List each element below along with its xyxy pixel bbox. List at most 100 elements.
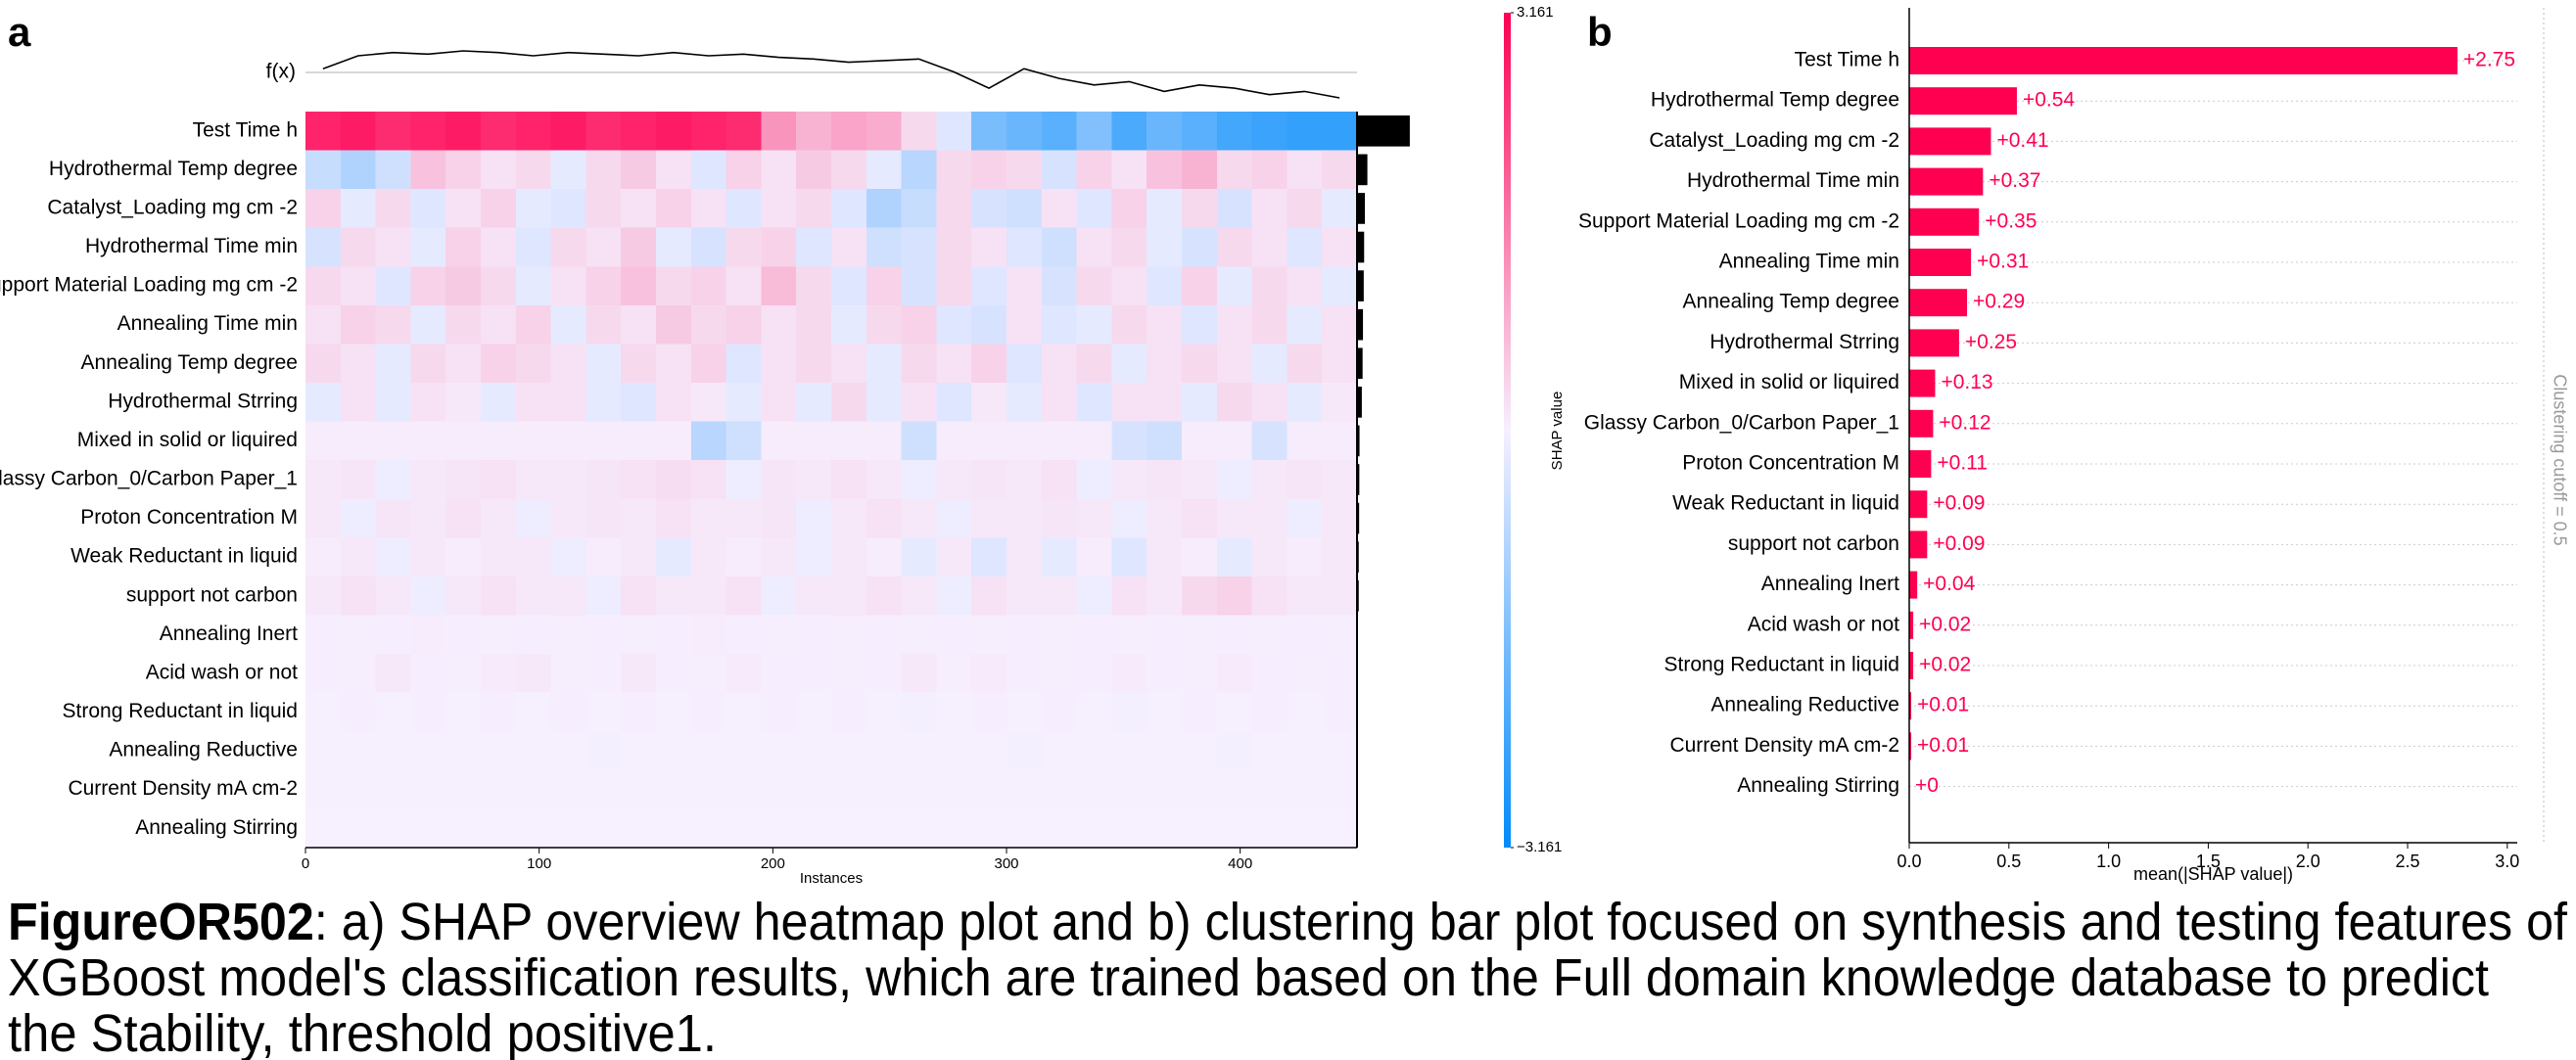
heatmap-cell: [1182, 808, 1218, 849]
heatmap-cell: [1111, 227, 1147, 267]
heatmap-cell: [690, 537, 727, 577]
heatmap-cell: [1182, 615, 1218, 655]
heatmap-cell: [1287, 383, 1323, 423]
heatmap-cell: [340, 460, 377, 500]
heatmap-cell: [515, 537, 552, 577]
heatmap-cell: [481, 808, 517, 849]
heatmap-cell: [1216, 808, 1253, 849]
heatmap-cell: [1111, 150, 1147, 190]
heatmap-cell: [971, 808, 1007, 849]
heatmap-cell: [375, 615, 411, 655]
heatmap-cell: [796, 304, 832, 345]
category-label: Test Time h: [1795, 49, 1899, 71]
heatmap-cell: [1076, 654, 1112, 694]
heatmap-cell: [305, 266, 342, 306]
heatmap-cell: [1111, 383, 1147, 423]
heatmap-cell: [656, 654, 692, 694]
heatmap-cell: [621, 615, 657, 655]
heatmap-cell: [410, 537, 446, 577]
heatmap-cell: [550, 344, 586, 384]
heatmap-cell: [305, 615, 342, 655]
heatmap-cell: [831, 615, 867, 655]
heatmap-cell: [375, 654, 411, 694]
heatmap-cell: [901, 731, 937, 771]
heatmap-cell: [481, 498, 517, 538]
heatmap-cell: [971, 189, 1007, 229]
bar: [1909, 450, 1932, 478]
heatmap-cell: [1322, 421, 1358, 461]
heatmap-cell: [1007, 266, 1043, 306]
fx-line: [322, 50, 1340, 99]
heatmap-cell: [375, 692, 411, 732]
heatmap-cell: [481, 383, 517, 423]
heatmap-cell: [1287, 421, 1323, 461]
heatmap-cell: [1216, 266, 1253, 306]
heatmap-cell: [656, 576, 692, 617]
heatmap-cell: [656, 150, 692, 190]
heatmap-cell: [621, 654, 657, 694]
heatmap-cell: [410, 344, 446, 384]
heatmap-cell: [971, 112, 1007, 152]
heatmap-cell: [1007, 344, 1043, 384]
heatmap-cell: [550, 189, 586, 229]
heatmap-cell: [515, 769, 552, 809]
heatmap-cell: [1322, 227, 1358, 267]
heatmap-cell: [1322, 654, 1358, 694]
bar: [1909, 692, 1912, 720]
heatmap-cell: [796, 537, 832, 577]
heatmap-cell: [375, 421, 411, 461]
heatmap-cell: [621, 537, 657, 577]
heatmap-cell: [831, 576, 867, 617]
heatmap-cell: [340, 189, 377, 229]
heatmap-cell: [936, 498, 972, 538]
heatmap-cell: [1287, 189, 1323, 229]
heatmap-cell: [1111, 769, 1147, 809]
heatmap-cell: [866, 692, 903, 732]
heatmap-cell: [410, 227, 446, 267]
heatmap-cell: [866, 266, 903, 306]
heatmap-cell: [621, 421, 657, 461]
heatmap-cell: [410, 576, 446, 617]
value-label: +0.29: [1973, 291, 2025, 313]
heatmap-cell: [515, 150, 552, 190]
category-label: Acid wash or not: [1748, 613, 1899, 635]
heatmap-cell: [585, 731, 622, 771]
heatmap-cell: [1287, 808, 1323, 849]
heatmap-cell: [1216, 383, 1253, 423]
heatmap-cell: [831, 304, 867, 345]
heatmap-cell: [1251, 576, 1288, 617]
heatmap-cell: [1007, 150, 1043, 190]
heatmap-cell: [585, 227, 622, 267]
heatmap-cell: [1251, 654, 1288, 694]
heatmap-cell: [761, 304, 797, 345]
heatmap-cell: [1076, 808, 1112, 849]
heatmap-cell: [445, 344, 482, 384]
heatmap-cell: [1216, 692, 1253, 732]
heatmap-cell: [1251, 383, 1288, 423]
heatmap-cell: [726, 189, 762, 229]
heatmap-cell: [690, 383, 727, 423]
bar: [1909, 289, 1968, 317]
heatmap-cell: [621, 344, 657, 384]
heatmap-cell: [1147, 615, 1183, 655]
heatmap-cell: [1147, 808, 1183, 849]
heatmap-cell: [1287, 266, 1323, 306]
heatmap-cell: [375, 266, 411, 306]
heatmap-cell: [936, 266, 972, 306]
heatmap-cell: [866, 460, 903, 500]
value-label: +0.01: [1917, 694, 1969, 716]
heatmap: [305, 112, 1358, 849]
heatmap-cell: [1251, 460, 1288, 500]
heatmap-cell: [515, 498, 552, 538]
heatmap-cell: [1111, 421, 1147, 461]
heatmap-cell: [1111, 576, 1147, 617]
heatmap-cell: [1216, 537, 1253, 577]
category-label: Strong Reductant in liquid: [1664, 654, 1900, 676]
heatmap-cell: [690, 266, 727, 306]
heatmap-cell: [410, 421, 446, 461]
heatmap-cell: [656, 304, 692, 345]
heatmap-cell: [585, 615, 622, 655]
heatmap-cell: [761, 615, 797, 655]
heatmap-cell: [621, 576, 657, 617]
heatmap-cell: [936, 150, 972, 190]
